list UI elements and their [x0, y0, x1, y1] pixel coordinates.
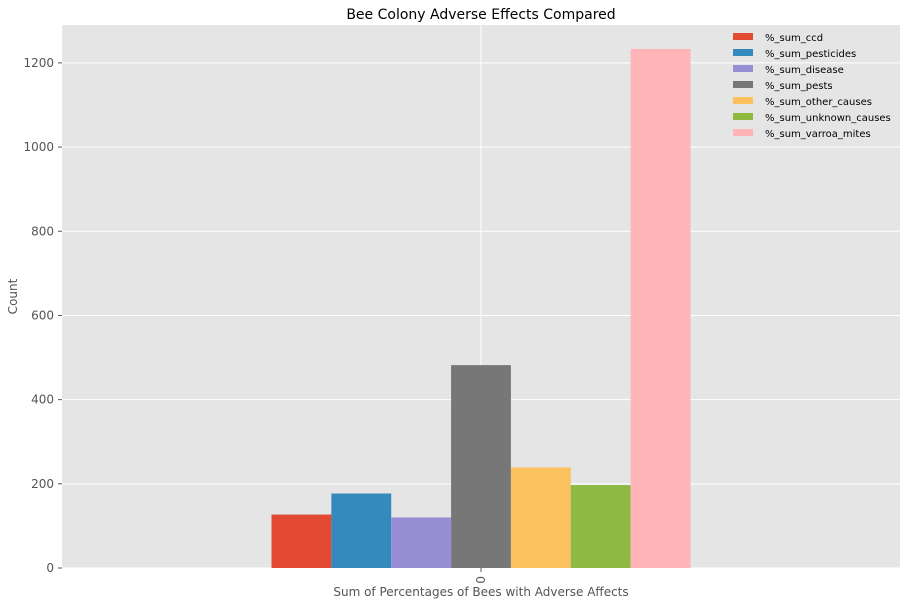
- legend-label: %_sum_ccd: [765, 33, 823, 44]
- legend-label: %_sum_pesticides: [765, 49, 856, 60]
- legend: %_sum_ccd %_sum_pesticides %_sum_disease %_…: [733, 33, 891, 140]
- legend-swatch: [733, 97, 753, 104]
- legend-swatch: [733, 49, 753, 56]
- y-axis-ticks: 0 200 400 600 800 1000 1200: [23, 56, 62, 575]
- y-tick-label: 600: [31, 308, 54, 322]
- bar-sum-unknown-causes: [570, 485, 631, 568]
- legend-swatch: [733, 33, 753, 40]
- y-tick-label: 0: [46, 561, 54, 575]
- bar-sum-varroa-mites: [630, 48, 691, 568]
- y-tick-label: 200: [31, 477, 54, 491]
- x-axis-ticks: 0: [474, 568, 488, 584]
- x-tick-label: 0: [474, 576, 488, 584]
- legend-swatch: [733, 113, 753, 120]
- y-tick-label: 1200: [23, 56, 54, 70]
- y-tick-label: 1000: [23, 140, 54, 154]
- legend-label: %_sum_varroa_mites: [765, 129, 871, 140]
- legend-label: %_sum_pests: [765, 81, 833, 92]
- chart-title: Bee Colony Adverse Effects Compared: [346, 7, 615, 23]
- bar-sum-other-causes: [510, 467, 571, 568]
- y-tick-label: 800: [31, 224, 54, 238]
- bar-sum-disease: [391, 517, 452, 568]
- legend-swatch: [733, 129, 753, 136]
- y-tick-label: 400: [31, 393, 54, 407]
- legend-swatch: [733, 81, 753, 88]
- legend-label: %_sum_unknown_causes: [765, 113, 891, 124]
- legend-label: %_sum_other_causes: [765, 97, 872, 108]
- legend-swatch: [733, 65, 753, 72]
- legend-label: %_sum_disease: [765, 65, 844, 76]
- y-axis-label: Count: [6, 278, 20, 314]
- bar-sum-pesticides: [331, 493, 392, 568]
- bars: [271, 48, 691, 568]
- x-axis-label: Sum of Percentages of Bees with Adverse …: [333, 585, 628, 599]
- bar-sum-pests: [451, 365, 511, 568]
- bar-sum-ccd: [271, 514, 332, 568]
